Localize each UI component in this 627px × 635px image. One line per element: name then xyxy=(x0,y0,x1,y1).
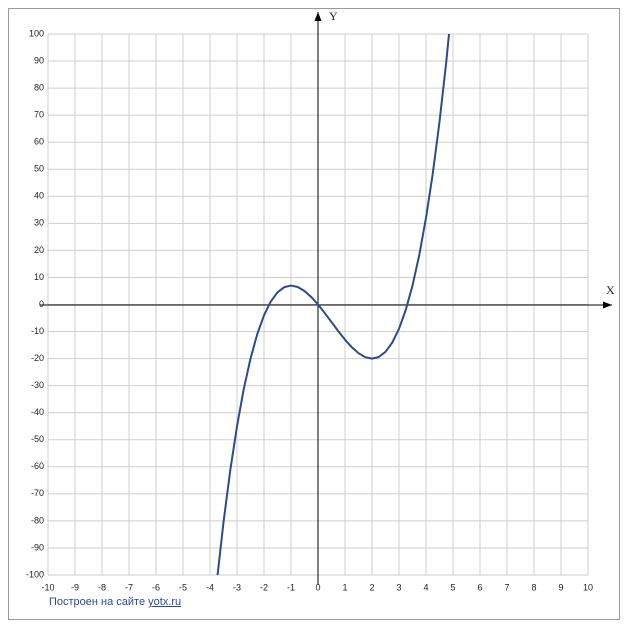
footer-text: Построен на сайте xyxy=(49,596,146,608)
y-tick-label: -20 xyxy=(31,353,44,363)
y-tick-label: 100 xyxy=(29,28,44,38)
x-tick-label: 7 xyxy=(504,582,509,592)
x-tick-label: 10 xyxy=(583,582,593,592)
x-tick-label: 3 xyxy=(396,582,401,592)
y-axis-label: Y xyxy=(329,9,338,23)
x-tick-label: -7 xyxy=(125,582,133,592)
y-tick-label: -100 xyxy=(26,569,44,579)
y-tick-label: -50 xyxy=(31,434,44,444)
frame xyxy=(8,8,620,620)
x-tick-label: -3 xyxy=(233,582,241,592)
y-tick-label: 10 xyxy=(34,272,44,282)
x-tick-label: 5 xyxy=(450,582,455,592)
y-tick-label: 50 xyxy=(34,164,44,174)
y-tick-label: -70 xyxy=(31,488,44,498)
x-tick-label: -10 xyxy=(41,582,54,592)
x-tick-label: -4 xyxy=(206,582,214,592)
x-tick-label: 6 xyxy=(477,582,482,592)
x-tick-label: 1 xyxy=(342,582,347,592)
y-tick-label: -80 xyxy=(31,515,44,525)
x-tick-label: 4 xyxy=(423,582,428,592)
x-tick-label: -6 xyxy=(152,582,160,592)
x-tick-label: -5 xyxy=(179,582,187,592)
curve xyxy=(216,34,451,575)
x-tick-label: -2 xyxy=(260,582,268,592)
x-tick-label: 8 xyxy=(531,582,536,592)
x-arrow xyxy=(603,301,612,309)
y-tick-label: 40 xyxy=(34,191,44,201)
y-tick-label: -90 xyxy=(31,542,44,552)
y-tick-label: -30 xyxy=(31,380,44,390)
x-tick-label: -1 xyxy=(287,582,295,592)
y-tick-label: 20 xyxy=(34,245,44,255)
x-axis-label: X xyxy=(606,283,615,297)
y-tick-label: 0 xyxy=(39,299,44,309)
y-tick-label: 30 xyxy=(34,218,44,228)
y-tick-label: -60 xyxy=(31,461,44,471)
x-tick-label: -8 xyxy=(98,582,106,592)
y-tick-label: -10 xyxy=(31,326,44,336)
y-tick-label: 80 xyxy=(34,82,44,92)
x-tick-label: 9 xyxy=(558,582,563,592)
x-tick-label: 0 xyxy=(315,582,320,592)
y-tick-label: -40 xyxy=(31,407,44,417)
y-tick-label: 60 xyxy=(34,137,44,147)
x-tick-label: -9 xyxy=(71,582,79,592)
footer-link[interactable]: yotx.ru xyxy=(148,596,182,608)
x-tick-label: 2 xyxy=(369,582,374,592)
y-tick-label: 70 xyxy=(34,110,44,120)
y-tick-label: 90 xyxy=(34,55,44,65)
footer: Построен на сайте yotx.ru xyxy=(49,596,181,608)
y-arrow xyxy=(314,12,322,21)
